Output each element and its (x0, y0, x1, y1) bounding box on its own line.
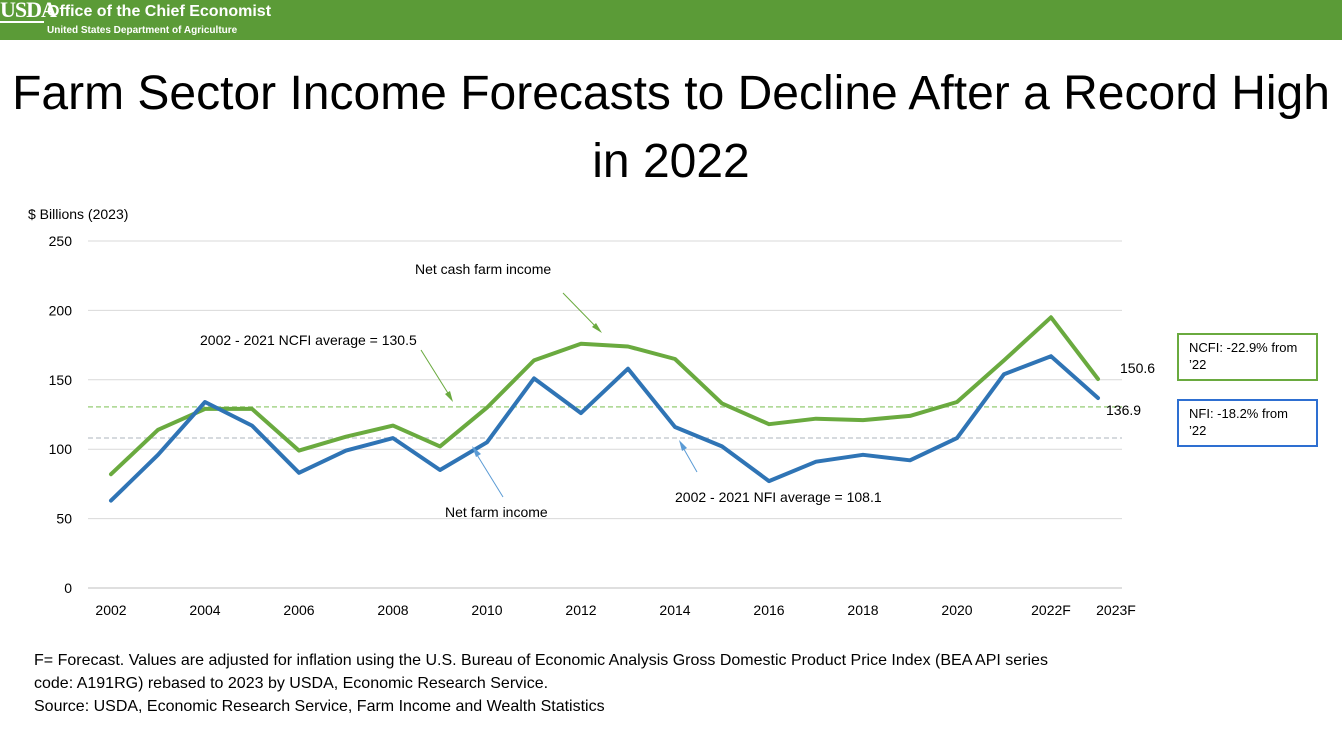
nfi-label-arrowhead (472, 446, 481, 457)
y-tick-label: 150 (49, 372, 73, 388)
x-tick-label: 2022F (1031, 602, 1071, 618)
footnote-line-2: code: A191RG) rebased to 2023 by USDA, E… (34, 675, 549, 692)
footnote-source: Source: USDA, Economic Research Service,… (34, 698, 605, 715)
x-tick-label: 2004 (189, 602, 220, 618)
header-banner: USDA Office of the Chief Economist Unite… (0, 0, 1342, 40)
y-axis-label: $ Billions (2023) (28, 206, 128, 222)
nfi-average-arrowhead (679, 440, 687, 451)
ncfi-label-arrowhead (592, 323, 602, 333)
x-tick-label: 2023F (1096, 602, 1136, 618)
series-lines (109, 315, 1100, 503)
usda-logo: USDA (0, 0, 57, 22)
footnote: F= Forecast. Values are adjusted for inf… (34, 649, 1234, 718)
y-tick-label: 250 (49, 233, 73, 249)
ncfi-series-label: Net cash farm income (415, 261, 551, 277)
y-tick-label: 0 (64, 580, 72, 596)
nfi-series-label: Net farm income (445, 504, 548, 520)
x-tick-label: 2020 (941, 602, 972, 618)
ncfi-average-label: 2002 - 2021 NCFI average = 130.5 (200, 332, 417, 348)
x-tick-label: 2012 (565, 602, 596, 618)
x-tick-label: 2018 (847, 602, 878, 618)
ncfi-change-callout: NCFI: -22.9% from ’22 (1177, 333, 1318, 381)
nfi-label-pointer (473, 449, 504, 498)
x-tick-label: 2016 (753, 602, 784, 618)
x-tick-label: 2014 (659, 602, 690, 618)
x-tick-label: 2002 (95, 602, 126, 618)
y-tick-label: 200 (49, 302, 73, 318)
ncfi-average-arrowhead (445, 391, 453, 402)
y-tick-labels: 0 50 100 150 200 250 (49, 233, 73, 596)
x-tick-label: 2006 (283, 602, 314, 618)
nfi-series-line (109, 354, 1100, 503)
reference-lines (88, 406, 1122, 439)
ncfi-average-pointer (420, 349, 452, 399)
footnote-line-1: F= Forecast. Values are adjusted for inf… (34, 652, 1048, 669)
ncfi-end-value-label: 150.6 (1120, 360, 1155, 376)
org-name: Office of the Chief Economist (47, 3, 272, 20)
x-tick-label: 2008 (377, 602, 408, 618)
nfi-end-value-label: 136.9 (1106, 402, 1141, 418)
y-tick-label: 50 (56, 511, 72, 527)
page-title: Farm Sector Income Forecasts to Decline … (12, 67, 1330, 188)
logo-underline (0, 21, 44, 23)
gridlines (88, 240, 1122, 589)
x-tick-label: 2010 (471, 602, 502, 618)
nfi-change-callout: NFI: -18.2% from ’22 (1177, 399, 1318, 447)
ncfi-label-pointer (562, 292, 601, 332)
dept-name: United States Department of Agriculture (47, 25, 238, 36)
ncfi-series-line (109, 315, 1100, 477)
y-tick-label: 100 (49, 441, 73, 457)
nfi-average-label: 2002 - 2021 NFI average = 108.1 (675, 489, 882, 505)
x-tick-labels: 2002 2004 2006 2008 2010 2012 2014 2016 2018 2020… (95, 602, 1135, 618)
